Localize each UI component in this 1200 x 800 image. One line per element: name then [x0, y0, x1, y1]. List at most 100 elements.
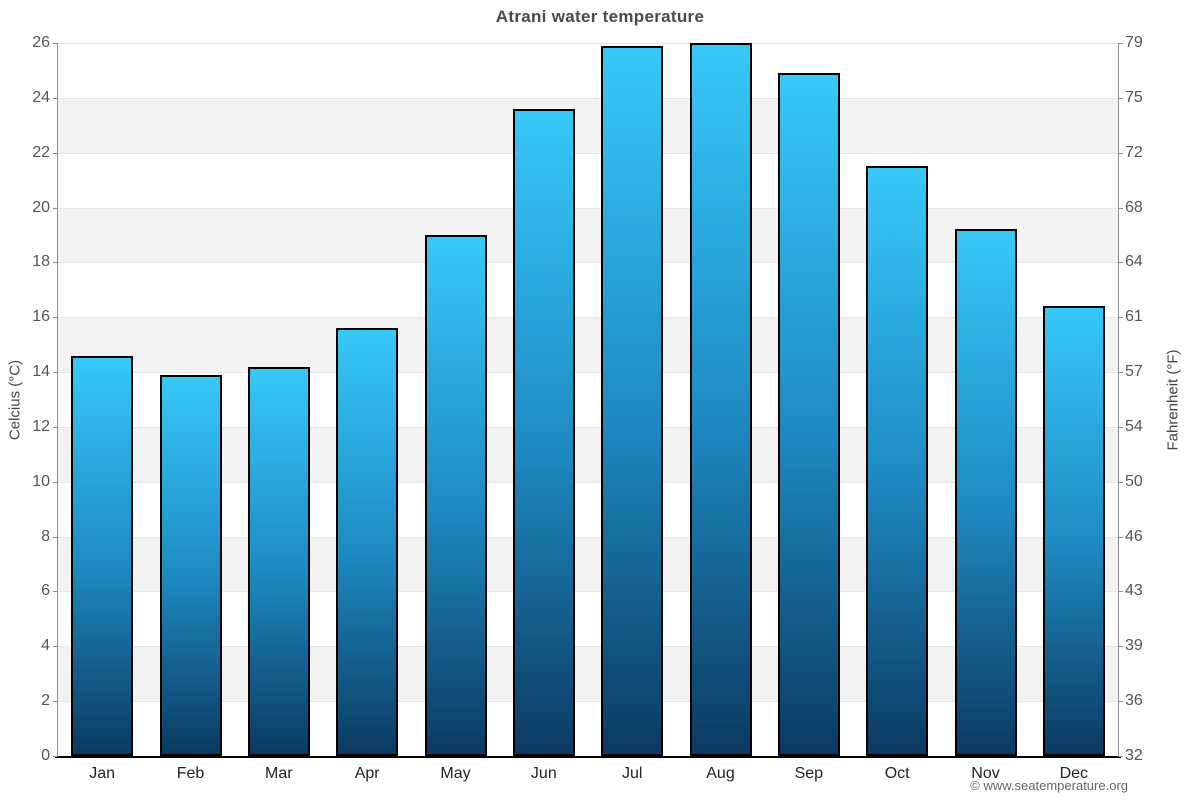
fahrenheit-tick-label-79: 79 — [1125, 34, 1143, 51]
celsius-tick-label-14: 14 — [32, 363, 50, 381]
month-label-jan: Jan — [89, 765, 116, 782]
month-label-apr: Apr — [354, 765, 380, 782]
gridline-24c — [58, 97, 1118, 99]
bar-oct[interactable] — [866, 166, 929, 756]
right-tick-14c — [1118, 372, 1123, 374]
fahrenheit-tick-label-57: 57 — [1125, 363, 1143, 381]
month-label-oct: Oct — [884, 765, 910, 782]
gridline-2c — [58, 701, 1118, 703]
gridline-12c — [58, 426, 1118, 428]
fahrenheit-tick-label-43: 43 — [1125, 582, 1143, 600]
celsius-tick-label-18: 18 — [32, 253, 50, 271]
fahrenheit-axis-title: Fahrenheit (°F) — [1164, 349, 1182, 451]
celsius-tick-label-8: 8 — [41, 527, 50, 545]
celsius-tick-label-16: 16 — [32, 308, 50, 326]
right-tick-20c — [1118, 207, 1123, 209]
x-axis-line — [55, 756, 1121, 758]
month-label-jul: Jul — [621, 765, 643, 782]
bar-jun[interactable] — [512, 108, 575, 756]
plot-band-22-24 — [58, 97, 1118, 153]
bar-feb[interactable] — [159, 374, 222, 756]
month-label-jun: Jun — [530, 765, 557, 782]
plot-band-10-12 — [58, 426, 1118, 482]
left-tick-4c — [53, 646, 58, 648]
left-tick-0c — [53, 756, 58, 757]
month-label-nov: Nov — [971, 765, 1000, 782]
gridline-18c — [58, 262, 1118, 264]
month-label-feb: Feb — [176, 765, 205, 782]
celsius-tick-label-24: 24 — [32, 88, 50, 106]
celsius-tick-label-6: 6 — [41, 582, 50, 600]
left-tick-22c — [53, 152, 58, 154]
left-tick-6c — [53, 591, 58, 593]
gridline-4c — [58, 646, 1118, 648]
gridline-20c — [58, 207, 1118, 209]
celsius-tick-label-22: 22 — [32, 143, 50, 161]
fahrenheit-tick-label-61: 61 — [1125, 308, 1143, 326]
month-label-may: May — [440, 765, 471, 782]
left-tick-12c — [53, 426, 58, 428]
gridline-16c — [58, 317, 1118, 319]
gridline-6c — [58, 591, 1118, 593]
bar-dec[interactable] — [1042, 306, 1105, 756]
left-tick-20c — [53, 207, 58, 209]
month-label-dec: Dec — [1059, 765, 1089, 782]
right-tick-0c — [1118, 756, 1123, 757]
gridline-26c — [58, 43, 1118, 44]
month-label-sep: Sep — [794, 765, 824, 782]
plot-band-18-20 — [58, 207, 1118, 263]
celsius-tick-label-26: 26 — [32, 34, 50, 51]
fahrenheit-tick-label-32: 32 — [1125, 747, 1143, 764]
bar-jan[interactable] — [71, 355, 134, 756]
right-axis-line — [1118, 43, 1119, 756]
plot-band-2-4 — [58, 646, 1118, 702]
gridline-8c — [58, 536, 1118, 538]
fahrenheit-tick-label-46: 46 — [1125, 527, 1143, 545]
fahrenheit-tick-label-50: 50 — [1125, 472, 1143, 490]
celsius-tick-label-12: 12 — [32, 417, 50, 435]
fahrenheit-tick-label-54: 54 — [1125, 417, 1143, 435]
left-tick-24c — [53, 97, 58, 99]
celsius-tick-label-20: 20 — [32, 198, 50, 216]
right-tick-10c — [1118, 481, 1123, 483]
gridline-14c — [58, 372, 1118, 374]
left-axis-line — [57, 43, 58, 756]
left-tick-10c — [53, 481, 58, 483]
celsius-tick-label-2: 2 — [41, 692, 50, 710]
plot-band-6-8 — [58, 536, 1118, 592]
fahrenheit-tick-label-36: 36 — [1125, 692, 1143, 710]
fahrenheit-tick-label-68: 68 — [1125, 198, 1143, 216]
left-tick-18c — [53, 262, 58, 264]
right-tick-18c — [1118, 262, 1123, 264]
bar-sep[interactable] — [777, 73, 840, 756]
month-label-mar: Mar — [265, 765, 293, 782]
chart-title: Atrani water temperature — [495, 7, 705, 26]
right-tick-2c — [1118, 701, 1123, 703]
left-tick-16c — [53, 317, 58, 319]
bar-may[interactable] — [424, 234, 487, 756]
fahrenheit-tick-label-64: 64 — [1125, 253, 1143, 271]
plot-area — [58, 43, 1118, 756]
celsius-tick-label-4: 4 — [41, 637, 50, 655]
left-tick-26c — [53, 43, 58, 44]
left-tick-14c — [53, 372, 58, 374]
right-tick-24c — [1118, 97, 1123, 99]
right-tick-22c — [1118, 152, 1123, 154]
bar-aug[interactable] — [689, 43, 752, 756]
fahrenheit-tick-label-39: 39 — [1125, 637, 1143, 655]
bar-apr[interactable] — [336, 328, 399, 756]
right-tick-8c — [1118, 536, 1123, 538]
celsius-tick-label-10: 10 — [32, 472, 50, 490]
plot-band-14-16 — [58, 317, 1118, 373]
gridline-22c — [58, 152, 1118, 154]
bar-nov[interactable] — [954, 229, 1017, 756]
right-tick-6c — [1118, 591, 1123, 593]
right-tick-26c — [1118, 43, 1123, 44]
bar-jul[interactable] — [601, 45, 664, 756]
fahrenheit-tick-label-75: 75 — [1125, 88, 1143, 106]
bar-mar[interactable] — [247, 366, 310, 756]
right-tick-16c — [1118, 317, 1123, 319]
right-tick-4c — [1118, 646, 1123, 648]
celsius-tick-label-0: 0 — [41, 747, 50, 764]
